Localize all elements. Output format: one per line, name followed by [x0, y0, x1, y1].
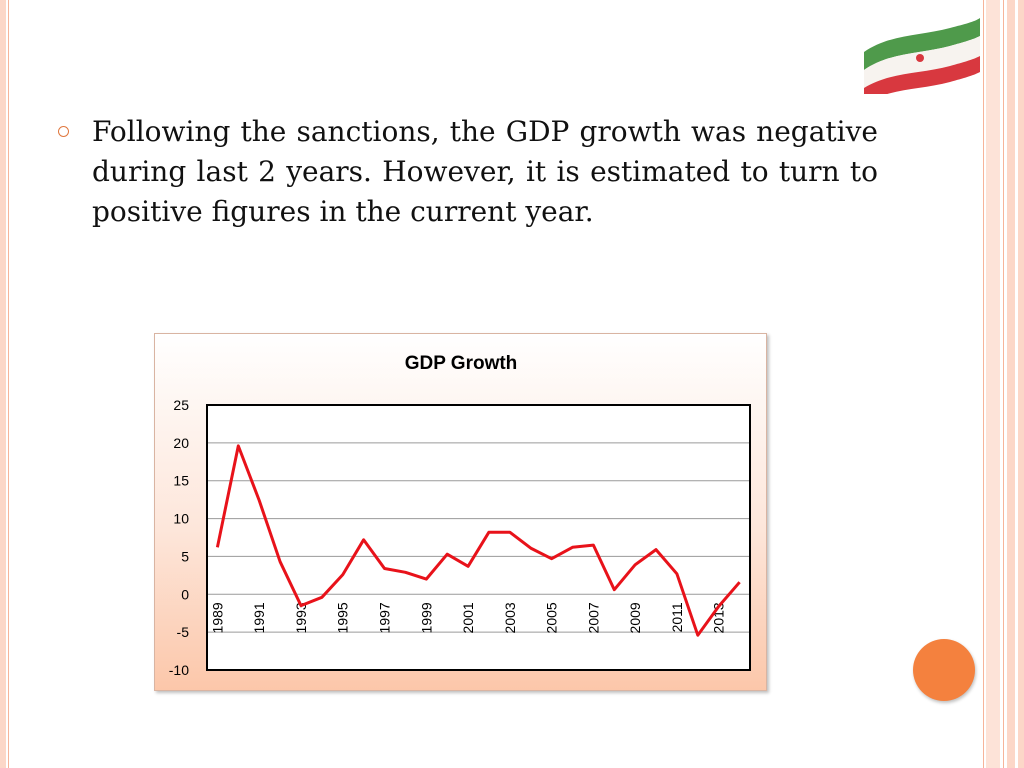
chart-canvas: -10 -5 0 5 10 15 20 25 1989 1991 1993 1995 1997 1999 2… — [169, 353, 751, 678]
x-tick-label: 2009 — [627, 602, 643, 633]
series-line — [215, 444, 741, 637]
right-border-stripe — [1007, 0, 1015, 768]
y-tick-label: 20 — [173, 435, 189, 451]
x-tick-label: 1999 — [418, 602, 434, 633]
y-tick-label: 10 — [173, 511, 189, 527]
chart-title: GDP Growth — [405, 353, 518, 374]
right-border-stripe-outer — [1018, 0, 1024, 768]
x-tick-label: 1997 — [377, 602, 393, 633]
decorative-orange-circle — [913, 639, 975, 701]
x-tick-label: 2007 — [585, 602, 601, 633]
bullet-point: Following the sanctions, the GDP growth … — [58, 112, 878, 232]
x-tick-label: 1991 — [251, 602, 267, 633]
plot-border — [206, 404, 751, 671]
x-tick-label: 2003 — [502, 602, 518, 633]
y-tick-label: -10 — [169, 662, 189, 678]
y-tick-label: -5 — [177, 624, 190, 640]
x-tick-label: 1993 — [293, 602, 309, 633]
left-border-line — [8, 0, 9, 768]
gdp-growth-chart: -10 -5 0 5 10 15 20 25 1989 1991 1993 1995 1997 1999 2… — [154, 333, 767, 691]
x-tick-label: 2011 — [669, 602, 685, 632]
left-border-stripe — [0, 0, 6, 768]
y-tick-label: 25 — [173, 397, 189, 413]
bullet-circle-icon — [58, 126, 69, 137]
y-tick-label: 5 — [181, 548, 189, 564]
iran-flag-icon — [864, 18, 980, 94]
right-border-line-inner — [983, 0, 984, 768]
right-border-stripe-wide — [986, 0, 1000, 768]
right-border-line — [1003, 0, 1004, 768]
x-tick-label: 1995 — [335, 602, 351, 633]
x-tick-label: 1989 — [209, 602, 225, 633]
x-tick-label: 2001 — [460, 602, 476, 633]
plot-area — [207, 405, 750, 670]
y-tick-label: 15 — [173, 473, 189, 489]
x-tick-label: 2005 — [544, 602, 560, 633]
y-tick-label: 0 — [181, 586, 189, 602]
bullet-text: Following the sanctions, the GDP growth … — [92, 115, 878, 228]
